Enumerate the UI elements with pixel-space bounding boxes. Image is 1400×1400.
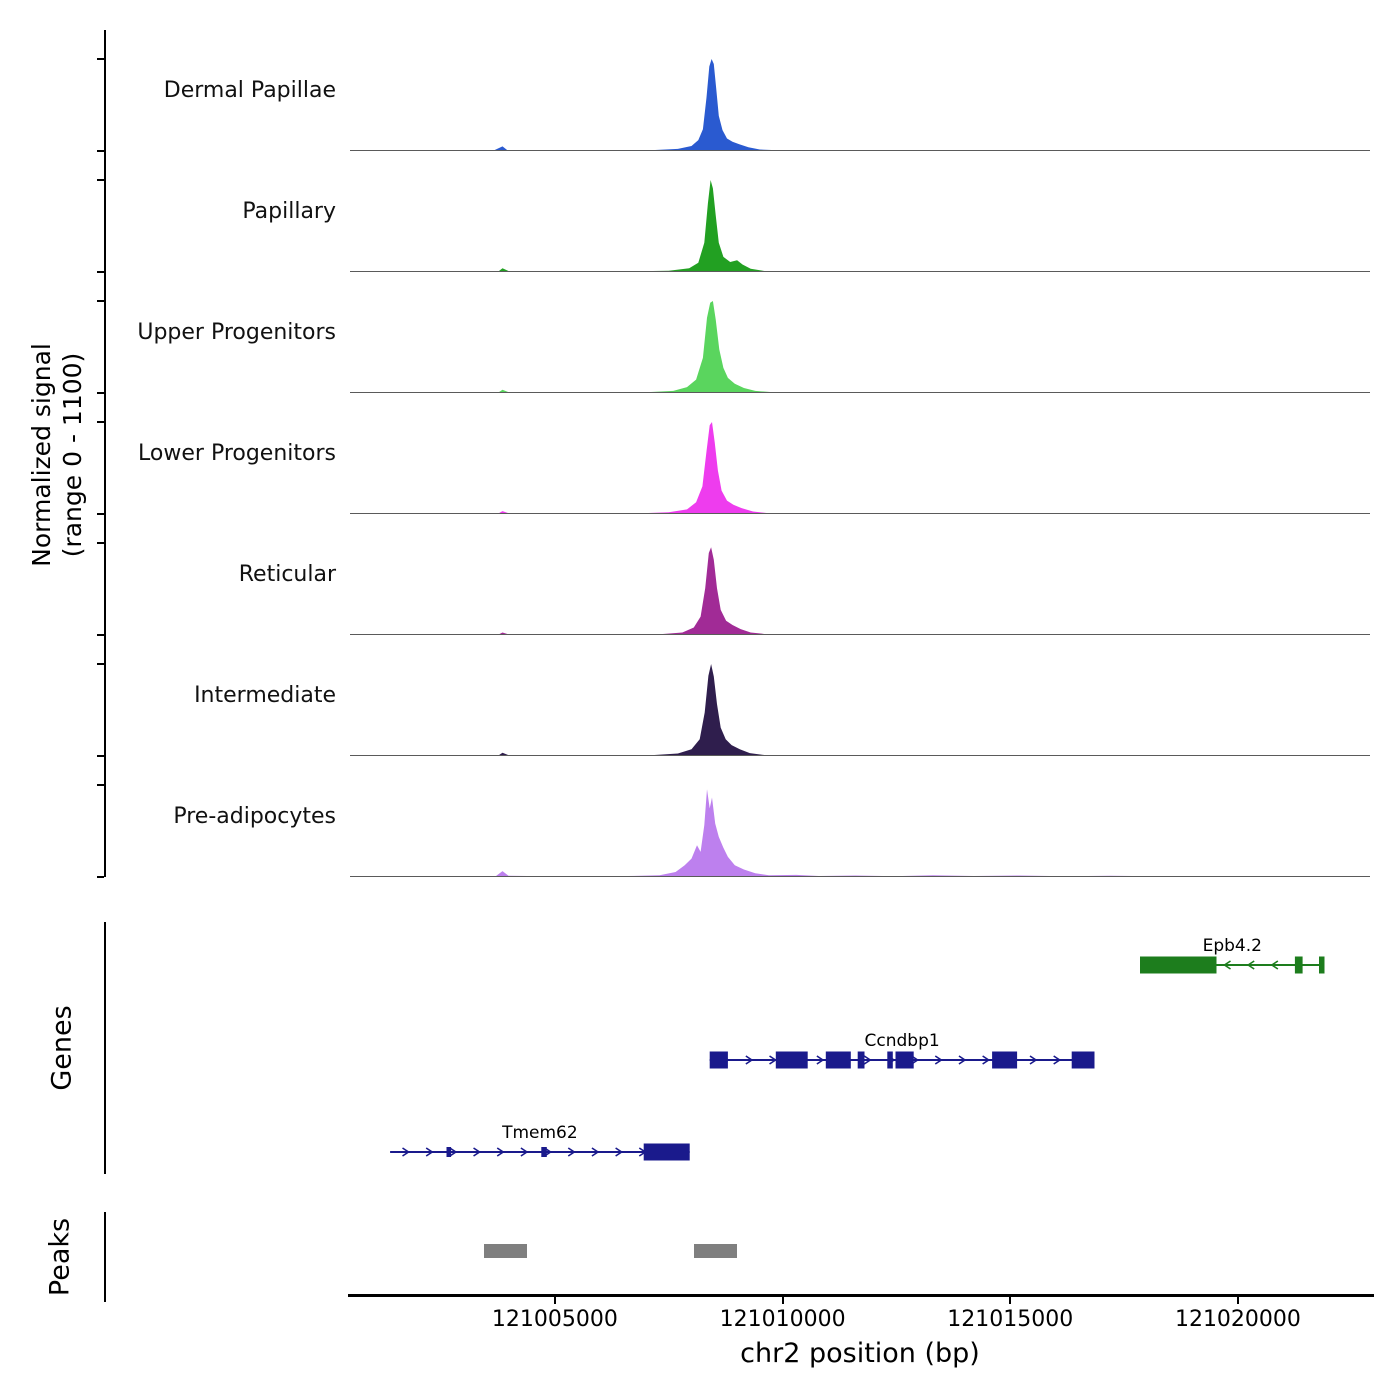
signal-area-plot: [350, 422, 1370, 514]
track-baseline: [350, 513, 1370, 514]
track-label: Papillary: [242, 199, 336, 224]
axis-tick: [97, 542, 104, 544]
x-axis-ticks: 121005000 121010000 121015000 121020000: [350, 1294, 1370, 1354]
signal-track-row: Papillary: [0, 151, 1400, 272]
axis-tick: [97, 421, 104, 423]
signal-area-plot: [350, 789, 1370, 877]
track-label: Dermal Papillae: [163, 78, 336, 103]
axis-tick: [97, 634, 104, 636]
peaks-track: [350, 1210, 1370, 1300]
signal-area-plot: [350, 664, 1370, 756]
signal-area-plot: [350, 59, 1370, 151]
gene-model: Ccndbp1: [709, 1031, 1095, 1069]
gene-model: Epb4.2: [1140, 936, 1325, 974]
signal-track-row: Intermediate: [0, 635, 1400, 756]
track-signal-area: [350, 635, 1370, 756]
track-baseline: [350, 392, 1370, 393]
x-axis-title: chr2 position (bp): [740, 1338, 980, 1369]
gene-name-label: Epb4.2: [1203, 936, 1262, 956]
axis-tick: [97, 513, 104, 515]
tracks-axis-spine: [104, 30, 106, 877]
axis-tick: [97, 876, 104, 878]
track-signal-area: [350, 514, 1370, 635]
x-axis-tick: [553, 1297, 556, 1304]
x-axis-tick: [781, 1297, 784, 1304]
x-axis-line: [348, 1294, 1374, 1297]
genes-axis-spine: [104, 922, 106, 1174]
track-signal-area: [350, 30, 1370, 151]
x-axis-tick-label: 121005000: [491, 1307, 618, 1332]
axis-tick: [97, 150, 104, 152]
axis-tick: [97, 179, 104, 181]
peaks-section-label: Peaks: [44, 1217, 76, 1297]
genes-section-label: Genes: [46, 1005, 78, 1091]
gene-model: Tmem62: [390, 1123, 690, 1161]
gene-name-label: Ccndbp1: [865, 1031, 940, 1051]
x-axis-tick: [1009, 1297, 1012, 1304]
x-axis-tick-label: 121010000: [719, 1307, 846, 1332]
signal-area-plot: [350, 180, 1370, 272]
track-label: Pre-adipocytes: [173, 804, 336, 829]
tracks-axis-ticks: [0, 30, 110, 878]
axis-tick: [97, 300, 104, 302]
track-baseline: [350, 755, 1370, 756]
genes-track: Epb4.2 Ccndbp1 Tmem62: [390, 936, 1325, 1161]
signal-area-plot: [350, 547, 1370, 635]
track-baseline: [350, 634, 1370, 635]
x-axis-tick-label: 121015000: [947, 1307, 1074, 1332]
track-label: Reticular: [238, 562, 336, 587]
x-axis-tick-label: 121020000: [1174, 1307, 1301, 1332]
signal-track-row: Dermal Papillae: [0, 30, 1400, 151]
track-signal-area: [350, 151, 1370, 272]
axis-tick: [97, 663, 104, 665]
signal-track-row: Pre-adipocytes: [0, 756, 1400, 877]
signal-track-row: Lower Progenitors: [0, 393, 1400, 514]
axis-tick: [97, 271, 104, 273]
track-label: Upper Progenitors: [137, 320, 336, 345]
axis-tick: [97, 755, 104, 757]
axis-tick: [97, 784, 104, 786]
axis-tick: [97, 58, 104, 60]
track-baseline: [350, 150, 1370, 151]
track-baseline: [350, 271, 1370, 272]
track-label: Lower Progenitors: [138, 441, 336, 466]
track-signal-area: [350, 272, 1370, 393]
track-label: Intermediate: [194, 683, 336, 708]
signal-area-plot: [350, 301, 1370, 393]
signal-track-row: Reticular: [0, 514, 1400, 635]
peaks-axis-spine: [104, 1212, 106, 1302]
gene-name-label: Tmem62: [501, 1123, 578, 1143]
peak-region: [694, 1244, 738, 1258]
track-signal-area: [350, 393, 1370, 514]
x-axis-tick: [1236, 1297, 1239, 1304]
track-baseline: [350, 876, 1370, 877]
peak-region: [483, 1244, 528, 1258]
axis-tick: [97, 392, 104, 394]
signal-track-row: Upper Progenitors: [0, 272, 1400, 393]
signal-tracks: Dermal Papillae Papillary Upper Progenitor…: [0, 30, 1400, 877]
track-signal-area: [350, 756, 1370, 877]
